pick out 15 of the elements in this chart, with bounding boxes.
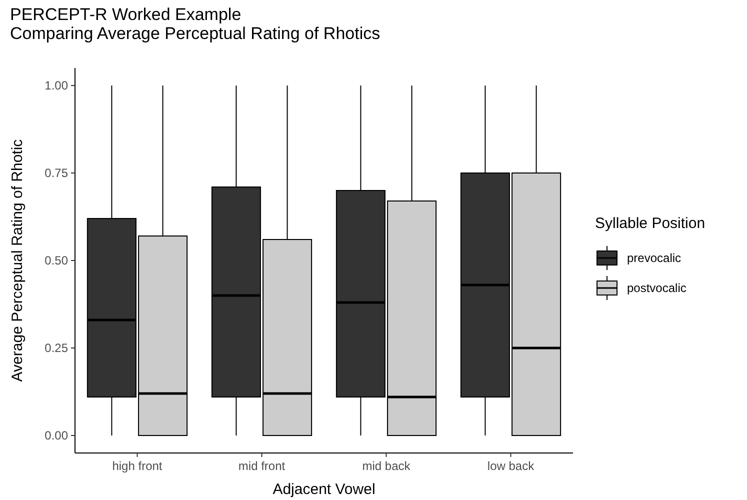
- x-tick-label: high front: [112, 459, 163, 473]
- chart-title: PERCEPT-R Worked Example Comparing Average Perceptual Rating of Rhotics: [10, 5, 380, 43]
- x-tick-label: low back: [487, 459, 536, 473]
- y-tick-label: 1.00: [44, 78, 68, 93]
- x-axis-title: Adjacent Vowel: [272, 481, 376, 498]
- y-tick-label: 0.00: [44, 428, 68, 443]
- legend-label: postvocalic: [627, 281, 686, 296]
- y-tick-label: 0.25: [44, 341, 68, 356]
- y-tick-label: 0.75: [44, 166, 68, 180]
- legend-title: Syllable Position: [595, 215, 706, 232]
- legend-label: prevocalic: [627, 251, 682, 266]
- y-tick-label: 0.50: [44, 254, 68, 268]
- x-tick-label: mid back: [362, 459, 412, 473]
- x-tick-label: mid front: [238, 459, 286, 473]
- y-axis-title: Average Perceptual Rating of Rhotic: [9, 138, 26, 382]
